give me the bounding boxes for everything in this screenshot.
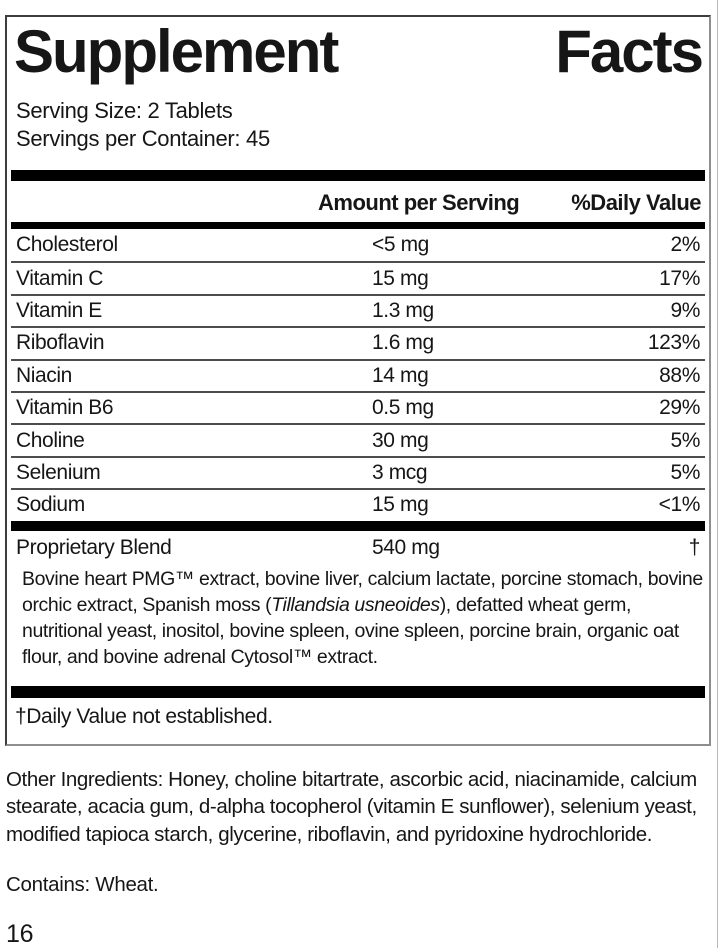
- nutrient-daily-value: 88%: [659, 363, 700, 387]
- nutrient-name: Choline: [16, 428, 85, 452]
- nutrient-row: Cholesterol <5 mg 2%: [11, 229, 705, 261]
- nutrient-row: Riboflavin 1.6 mg 123%: [11, 326, 705, 358]
- supplement-facts-panel: Supplement Facts Serving Size: 2 Tablets…: [5, 15, 711, 746]
- nutrient-row: Vitamin B6 0.5 mg 29%: [11, 390, 705, 423]
- blend-latin-name: Tillandsia usneoides: [271, 593, 440, 616]
- nutrient-amount: 0.5 mg: [372, 396, 434, 420]
- nutrient-amount: 1.3 mg: [372, 298, 434, 322]
- servings-per-container: Servings per Container: 45: [16, 126, 270, 151]
- nutrient-name: Vitamin C: [16, 266, 104, 290]
- serving-info: Serving Size: 2 Tablets Servings per Con…: [11, 97, 705, 153]
- proprietary-blend-dagger: †: [688, 535, 701, 559]
- proprietary-blend-row: Proprietary Blend 540 mg †: [11, 531, 705, 565]
- serving-size: Serving Size: 2 Tablets: [16, 98, 233, 123]
- nutrient-amount: 14 mg: [372, 363, 429, 387]
- nutrient-name: Vitamin B6: [16, 396, 114, 420]
- nutrient-daily-value: 9%: [670, 298, 700, 322]
- nutrient-row: Vitamin C 15 mg 17%: [11, 261, 705, 293]
- daily-value-footnote: †Daily Value not established.: [15, 704, 273, 728]
- nutrient-row: Sodium 15 mg <1%: [11, 488, 705, 520]
- title-word-facts: Facts: [555, 18, 704, 85]
- column-header-daily-value: %Daily Value: [571, 190, 701, 215]
- contains-statement: Contains: Wheat.: [6, 873, 159, 897]
- proprietary-blend-description: Bovine heart PMG™ extract, bovine liver,…: [11, 565, 705, 672]
- nutrient-amount: 30 mg: [372, 428, 429, 452]
- nutrient-amount: <5 mg: [372, 233, 429, 257]
- nutrient-name: Niacin: [16, 363, 72, 387]
- nutrient-amount: 15 mg: [372, 493, 429, 517]
- nutrient-amount: 15 mg: [372, 266, 429, 290]
- nutrient-daily-value: 5%: [670, 428, 700, 452]
- nutrient-name: Vitamin E: [16, 298, 102, 322]
- proprietary-blend-name: Proprietary Blend: [16, 535, 172, 559]
- nutrient-name: Selenium: [16, 460, 101, 484]
- proprietary-blend-amount: 540 mg: [372, 535, 440, 559]
- nutrient-daily-value: 5%: [670, 460, 700, 484]
- nutrient-daily-value: 123%: [647, 331, 701, 355]
- nutrient-name: Cholesterol: [16, 233, 118, 257]
- divider-bar-top: [11, 170, 705, 181]
- nutrient-table: Cholesterol <5 mg 2% Vitamin C 15 mg 17%…: [11, 229, 705, 521]
- nutrient-row: Vitamin E 1.3 mg 9%: [11, 293, 705, 326]
- nutrient-name: Sodium: [16, 493, 85, 517]
- nutrient-row: Choline 30 mg 5%: [11, 423, 705, 455]
- nutrient-daily-value: 29%: [659, 396, 700, 420]
- nutrient-row: Selenium 3 mcg 5%: [11, 455, 705, 488]
- divider-bar-footnote: [11, 685, 705, 698]
- nutrient-daily-value: 2%: [670, 233, 700, 257]
- divider-bar-header: [11, 222, 705, 229]
- image-edge-line: [717, 0, 718, 948]
- nutrient-daily-value: <1%: [658, 493, 701, 517]
- table-header-row: Amount per Serving %Daily Value: [11, 181, 705, 222]
- divider-bar-blend: [11, 520, 705, 531]
- column-header-amount: Amount per Serving: [318, 190, 520, 215]
- nutrient-amount: 3 mcg: [372, 460, 428, 484]
- nutrient-amount: 1.6 mg: [372, 331, 434, 355]
- blend-text-after: ), defatted wheat germ, nutritional yeas…: [22, 593, 679, 668]
- nutrient-name: Riboflavin: [16, 331, 105, 355]
- page-number: 16: [6, 920, 34, 949]
- title-word-supplement: Supplement: [14, 18, 339, 85]
- panel-title: Supplement Facts: [11, 21, 705, 83]
- nutrient-daily-value: 17%: [659, 266, 700, 290]
- nutrient-row: Niacin 14 mg 88%: [11, 358, 705, 391]
- other-ingredients-paragraph: Other Ingredients: Honey, choline bitart…: [6, 767, 697, 846]
- blend-text-before: Bovine heart PMG™ extract, bovine liver,…: [22, 567, 703, 616]
